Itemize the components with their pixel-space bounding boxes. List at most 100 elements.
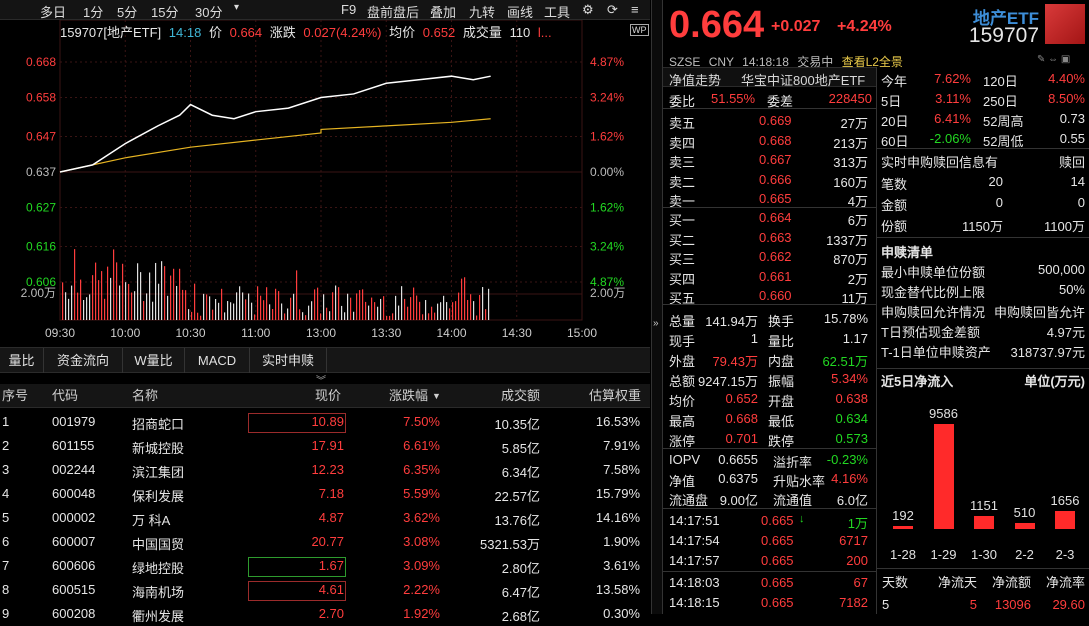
sort-desc-icon[interactable]: ▼: [432, 391, 441, 401]
list-value: 50%: [1058, 282, 1085, 297]
chart-vol-suffix: l...: [537, 25, 552, 40]
volume-bar: [446, 302, 448, 320]
cell-name: 衢州发展: [132, 609, 185, 624]
volume-bar: [383, 296, 385, 320]
flow-value: 192: [892, 508, 914, 523]
perf-label: 52周低: [983, 134, 1024, 149]
panel-tool-icons[interactable]: ✎ ⇔ ▣: [1037, 54, 1071, 65]
period-dropdown-icon[interactable]: ▾: [234, 2, 240, 13]
table-row[interactable]: 4 600048 保利发展 7.18 5.59% 22.57亿 15.79%: [0, 482, 650, 506]
collapse-icon[interactable]: ︾: [316, 376, 326, 387]
stat-label: 振幅: [768, 374, 795, 389]
col-pct[interactable]: 涨跌幅: [389, 388, 429, 403]
divider: [663, 448, 876, 449]
weibi-label: 委比: [669, 94, 696, 109]
volume-bar: [482, 287, 484, 320]
divider: [663, 207, 876, 208]
col-name[interactable]: 名称: [132, 388, 159, 403]
volume-bar: [470, 294, 472, 320]
table-row[interactable]: 6 600007 中国国贸 20.77 3.08% 5321.53万 1.90%: [0, 530, 650, 554]
tab-macd[interactable]: MACD: [185, 348, 250, 373]
table-row[interactable]: 9 600208 衢州发展 2.70 1.92% 2.68亿 0.30%: [0, 602, 650, 626]
tab-realtime-redeem[interactable]: 实时申赎: [250, 348, 327, 373]
list-label: 现金替代比例上限: [881, 285, 986, 300]
iopv-value: 6.0亿: [836, 493, 868, 508]
flow-value: 9586: [929, 406, 958, 421]
col-weight[interactable]: 估算权重: [589, 388, 642, 403]
refresh-icon[interactable]: ⟳: [607, 2, 618, 17]
bid-label: 买四: [669, 271, 696, 287]
wp-icon[interactable]: WP: [630, 24, 649, 36]
volume-bar: [335, 285, 337, 320]
cell-price: 12.23: [311, 462, 344, 477]
table-row[interactable]: 2 601155 新城控股 17.91 6.61% 5.85亿 7.91%: [0, 434, 650, 458]
table-row[interactable]: 5 000002 万 科A 4.87 3.62% 13.76亿 14.16%: [0, 506, 650, 530]
period-1min[interactable]: 1分: [83, 5, 104, 20]
volume-bar: [371, 297, 373, 320]
cell-name: 中国国贸: [132, 537, 185, 552]
divider: [877, 148, 1089, 149]
bid-label: 买二: [669, 232, 696, 248]
tick-price: 0.665: [761, 575, 794, 590]
overlay-button[interactable]: 叠加: [430, 5, 457, 20]
bid-volume: 11万: [841, 291, 869, 306]
stat-label: 最高: [669, 414, 696, 429]
l2-link[interactable]: 查看L2全景: [841, 55, 903, 69]
cell-price: 10.89: [311, 414, 344, 429]
y-tick-left: 0.606: [26, 275, 56, 289]
col-no[interactable]: 序号: [2, 388, 29, 403]
bid-row: 买二 0.663 1337万: [663, 228, 876, 248]
table-row[interactable]: 8 600515 海南机场 4.61 2.22% 6.47亿 13.58%: [0, 578, 650, 602]
table-row[interactable]: 1 001979 招商蛇口 10.89 7.50% 10.35亿 16.53%: [0, 410, 650, 434]
volume-bar: [65, 292, 67, 320]
expand-arrow-icon[interactable]: »: [653, 318, 659, 329]
bid-price: 0.660: [759, 288, 792, 303]
cell-code: 002244: [52, 462, 96, 477]
col-amount[interactable]: 成交额: [501, 388, 541, 403]
tab-volume-ratio[interactable]: 量比: [0, 348, 44, 373]
volume-bar: [164, 266, 166, 320]
stat-label: 外盘: [669, 354, 696, 369]
table-row[interactable]: 7 600606 绿地控股 1.67 3.09% 2.80亿 3.61%: [0, 554, 650, 578]
netval-label[interactable]: 净值走势: [669, 73, 722, 88]
nine-turn-button[interactable]: 九转: [469, 5, 496, 20]
chart-time: 14:18: [168, 25, 202, 40]
cell-w: 7.58%: [603, 462, 640, 477]
col-price[interactable]: 现价: [315, 388, 342, 403]
ask-volume: 4万: [847, 194, 868, 209]
cell-pct: 2.22%: [403, 582, 440, 597]
f9-button[interactable]: F9: [341, 2, 357, 17]
iopv-label: 净值: [669, 474, 696, 489]
panel-divider[interactable]: »: [651, 0, 663, 614]
tab-fund-flow[interactable]: 资金流向: [44, 348, 123, 373]
period-multiday[interactable]: 多日: [40, 5, 67, 20]
iopv-value: 0.6655: [718, 452, 758, 467]
volume-bar: [278, 291, 280, 320]
menu-icon[interactable]: ≡: [631, 2, 639, 17]
index-name[interactable]: 华宝中证800地产ETF: [741, 73, 866, 88]
tick-price: 0.665: [761, 553, 794, 568]
volume-bar: [206, 294, 208, 320]
col-code[interactable]: 代码: [52, 388, 79, 403]
volume-bar: [128, 283, 130, 320]
tab-w-volume-ratio[interactable]: W量比: [123, 348, 185, 373]
intraday-chart[interactable]: 0.668 0.658 0.647 0.637 0.627 0.616 0.606 4.87%…: [0, 19, 650, 346]
premarket-button[interactable]: 盘前盘后: [367, 5, 420, 20]
iopv-label: 溢折率: [773, 455, 813, 470]
period-15min[interactable]: 15分: [151, 5, 179, 20]
tools-button[interactable]: 工具: [544, 5, 571, 20]
settings-icon[interactable]: ⚙: [582, 2, 594, 17]
volume-bar: [134, 291, 136, 320]
cell-code: 600515: [52, 582, 96, 597]
period-5min[interactable]: 5分: [117, 5, 138, 20]
period-30min[interactable]: 30分: [195, 5, 223, 20]
draw-button[interactable]: 画线: [507, 5, 534, 20]
ask-label: 卖五: [669, 116, 696, 131]
sub-header: 实时申购赎回信息有 赎回: [877, 150, 1089, 170]
divider: [663, 108, 876, 109]
stat-label: 跌停: [768, 434, 795, 449]
cell-w: 14.16%: [595, 510, 640, 525]
table-row[interactable]: 3 002244 滨江集团 12.23 6.35% 6.34亿 7.58%: [0, 458, 650, 482]
divider: [663, 304, 876, 305]
volume-bar: [467, 299, 469, 320]
